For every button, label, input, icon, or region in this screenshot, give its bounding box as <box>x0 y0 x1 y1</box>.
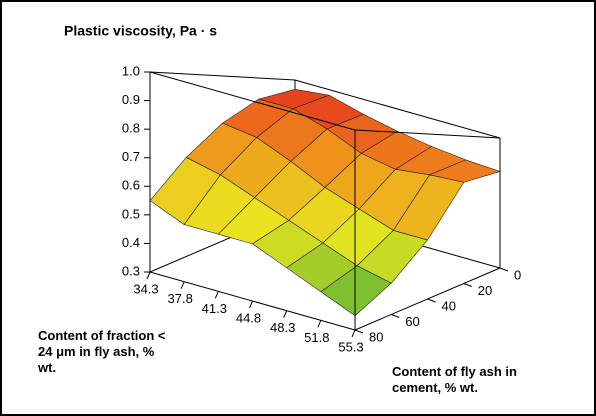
x-tick <box>146 271 151 280</box>
x-tick-label: 48.3 <box>270 320 295 335</box>
x-tick <box>317 320 322 328</box>
box-edge <box>294 79 501 139</box>
y-tick <box>391 314 400 318</box>
y-tick-label: 60 <box>405 314 419 329</box>
y-tick-label: 80 <box>369 329 383 344</box>
z-tick-label: 1.0 <box>122 63 140 78</box>
x-tick-label: 44.8 <box>236 310 261 325</box>
z-tick-label: 0.3 <box>122 263 140 278</box>
y-tick-label: 0 <box>514 267 521 282</box>
z-tick-label: 0.4 <box>122 235 140 250</box>
box-edge <box>354 129 501 139</box>
box-edge <box>149 71 296 81</box>
y-tick <box>427 298 436 303</box>
z-tick-label: 0.8 <box>122 121 140 136</box>
z-tick-label: 0.5 <box>122 206 140 221</box>
x-axis-label: Content of fraction < 24 μm in fly ash, … <box>38 328 166 375</box>
y-tick <box>463 283 472 287</box>
y-tick <box>499 267 509 272</box>
x-tick-label: 51.8 <box>304 330 329 345</box>
y-tick <box>354 329 364 334</box>
x-tick <box>351 329 356 338</box>
box-edge <box>149 71 356 131</box>
x-tick <box>283 310 288 318</box>
z-tick-label: 0.7 <box>122 149 140 164</box>
y-tick-label: 20 <box>478 283 492 298</box>
z-tick-label: 0.6 <box>122 178 140 193</box>
chart-title: Plastic viscosity, Pa · s <box>64 23 217 39</box>
x-tick <box>180 281 185 289</box>
x-tick-label: 34.3 <box>133 281 158 296</box>
y-axis-label: Content of fly ash in cement, % wt. <box>392 364 517 395</box>
x-tick <box>214 291 219 299</box>
x-tick <box>249 300 253 309</box>
z-tick-label: 0.9 <box>122 92 140 107</box>
x-tick-label: 37.8 <box>168 291 193 306</box>
y-tick-label: 40 <box>442 298 456 313</box>
x-tick-label: 41.3 <box>202 301 227 316</box>
x-tick-label: 55.3 <box>338 339 363 354</box>
